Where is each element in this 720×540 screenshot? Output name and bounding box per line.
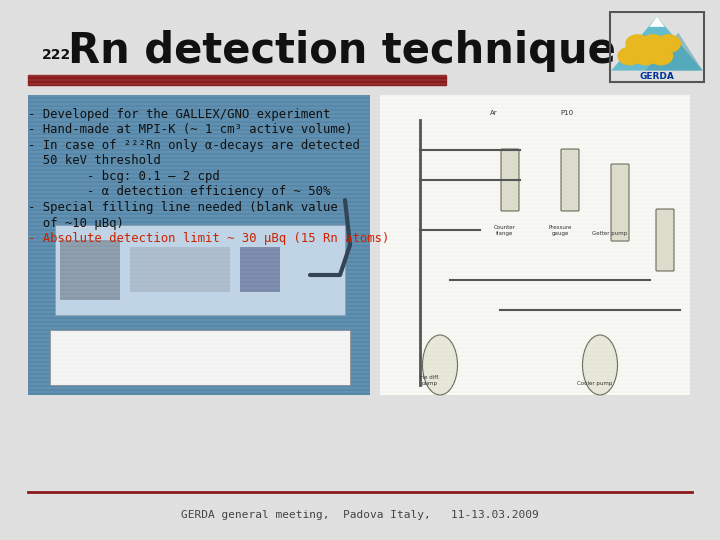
Polygon shape bbox=[645, 32, 703, 71]
Text: P10: P10 bbox=[560, 110, 573, 116]
Ellipse shape bbox=[423, 335, 457, 395]
Text: GERDA general meeting,  Padova Italy,   11-13.03.2009: GERDA general meeting, Padova Italy, 11-… bbox=[181, 510, 539, 520]
Text: of ~10 μBq): of ~10 μBq) bbox=[28, 217, 124, 230]
FancyBboxPatch shape bbox=[501, 149, 519, 211]
Bar bbox=[50, 330, 350, 385]
FancyBboxPatch shape bbox=[656, 209, 674, 271]
Text: Rn detection technique: Rn detection technique bbox=[68, 30, 616, 72]
Text: - Special filling line needed (blank value: - Special filling line needed (blank val… bbox=[28, 201, 338, 214]
Bar bbox=[130, 247, 230, 292]
Text: - α detection efficiency of ~ 50%: - α detection efficiency of ~ 50% bbox=[28, 186, 330, 199]
Text: Cooler pump: Cooler pump bbox=[577, 381, 613, 386]
Text: GERDA: GERDA bbox=[639, 72, 675, 81]
Text: - Hand-made at MPI-K (~ 1 cm³ active volume): - Hand-made at MPI-K (~ 1 cm³ active vol… bbox=[28, 124, 353, 137]
Text: He diff.
pump: He diff. pump bbox=[420, 375, 440, 386]
Text: - In case of ²²²Rn only α-decays are detected: - In case of ²²²Rn only α-decays are det… bbox=[28, 139, 360, 152]
Text: Counter
flange: Counter flange bbox=[494, 225, 516, 236]
Text: Getter pump: Getter pump bbox=[593, 231, 628, 236]
Bar bbox=[28, 95, 370, 395]
FancyBboxPatch shape bbox=[561, 149, 579, 211]
Bar bbox=[55, 225, 345, 315]
Text: - Absolute detection limit ~ 30 μBq (15 Rn atoms): - Absolute detection limit ~ 30 μBq (15 … bbox=[28, 232, 390, 245]
Bar bbox=[380, 95, 690, 395]
Polygon shape bbox=[611, 17, 703, 71]
Text: - Developed for the GALLEX/GNO experiment: - Developed for the GALLEX/GNO experimen… bbox=[28, 108, 330, 121]
Circle shape bbox=[642, 35, 665, 52]
Text: Pressure
gauge: Pressure gauge bbox=[549, 225, 572, 236]
Circle shape bbox=[649, 47, 672, 65]
Bar bbox=[60, 240, 120, 300]
Polygon shape bbox=[649, 17, 665, 27]
Circle shape bbox=[618, 47, 642, 65]
Circle shape bbox=[657, 35, 680, 52]
Circle shape bbox=[634, 47, 657, 65]
Ellipse shape bbox=[582, 335, 618, 395]
Text: - bcg: 0.1 – 2 cpd: - bcg: 0.1 – 2 cpd bbox=[28, 170, 220, 183]
Bar bbox=[240, 247, 280, 292]
Text: 50 keV threshold: 50 keV threshold bbox=[28, 154, 161, 167]
FancyBboxPatch shape bbox=[611, 164, 629, 241]
Text: 222: 222 bbox=[42, 48, 71, 62]
Circle shape bbox=[626, 35, 649, 52]
Bar bbox=[28, 75, 446, 85]
Text: Ar: Ar bbox=[490, 110, 498, 116]
